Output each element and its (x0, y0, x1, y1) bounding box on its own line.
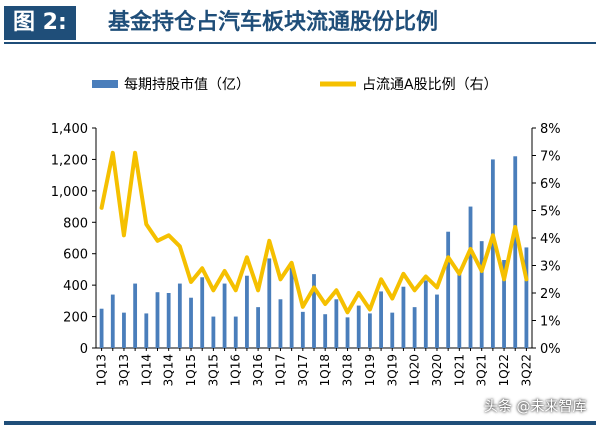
bar (345, 317, 350, 348)
bar (166, 293, 171, 348)
legend-line-label: 占流通A股比例（右） (362, 77, 498, 93)
y-left-tick-label: 1,000 (51, 185, 88, 200)
x-tick-label: 1Q13 (95, 354, 109, 386)
y-left-tick-label: 800 (63, 216, 88, 231)
y-right-tick-label: 7% (540, 150, 561, 165)
y-left-tick-label: 600 (63, 248, 88, 263)
x-tick-label: 1Q16 (229, 354, 243, 386)
x-tick-label: 1Q19 (363, 354, 377, 386)
x-tick-label: 3Q14 (162, 354, 176, 386)
bar (323, 314, 328, 348)
bar (222, 283, 227, 348)
y-left-tick-label: 1,200 (51, 153, 88, 168)
bar (110, 294, 115, 348)
bar (468, 206, 473, 348)
y-right-tick-label: 2% (540, 287, 561, 302)
bar (423, 280, 428, 348)
bar (312, 274, 316, 348)
x-tick-label: 3Q21 (475, 354, 489, 386)
bar (334, 299, 339, 348)
bar (233, 316, 238, 348)
x-tick-label: 1Q17 (273, 354, 287, 386)
bar (390, 312, 395, 348)
y-left-tick-label: 0 (80, 342, 88, 357)
bar (524, 247, 529, 348)
bar (177, 283, 182, 348)
bar (278, 299, 283, 348)
y-right-tick-label: 8% (540, 122, 561, 137)
x-tick-label: 3Q19 (385, 354, 399, 386)
legend-bar-label: 每期持股市值（亿） (124, 76, 250, 93)
bar (189, 297, 193, 348)
bar (211, 316, 216, 348)
x-tick-label: 3Q22 (519, 354, 533, 386)
bar (435, 294, 439, 348)
y-left-tick-label: 1,400 (51, 122, 88, 137)
y-right-tick-label: 5% (540, 205, 561, 220)
y-right-tick-label: 0% (540, 342, 561, 357)
bottom-divider (4, 421, 596, 425)
bar (122, 312, 126, 348)
x-tick-label: 1Q15 (184, 354, 198, 386)
y-right-tick-label: 6% (540, 177, 561, 192)
bar (133, 283, 138, 348)
bar (300, 311, 305, 348)
y-right-tick-label: 1% (540, 315, 561, 330)
bar (289, 267, 294, 348)
x-tick-label: 3Q16 (251, 354, 265, 386)
bar (99, 308, 104, 348)
bar (200, 277, 205, 348)
bar (479, 241, 484, 348)
x-tick-label: 3Q13 (117, 354, 131, 386)
y-right-tick-label: 3% (540, 260, 561, 275)
bar (245, 275, 249, 348)
bar (144, 313, 149, 348)
bar (502, 260, 506, 348)
watermark: 头条 @未来智库 (484, 399, 587, 415)
legend-bar-swatch (92, 80, 118, 88)
bar (267, 258, 272, 348)
x-tick-label: 3Q20 (430, 354, 444, 386)
y-right-tick-label: 4% (540, 232, 561, 247)
bar (356, 305, 361, 348)
bar (379, 291, 383, 348)
x-tick-label: 3Q17 (296, 354, 310, 386)
x-tick-label: 1Q22 (497, 354, 511, 386)
bar (513, 156, 518, 348)
figure-header: 图 2: 基金持仓占汽车板块流通股份比例 (0, 0, 600, 44)
bar (490, 159, 495, 348)
figure-label: 图 2: (4, 6, 76, 40)
bar (367, 313, 372, 348)
y-left-tick-label: 400 (63, 279, 88, 294)
bar (256, 307, 261, 348)
x-tick-label: 1Q21 (452, 354, 466, 386)
bar (446, 231, 451, 348)
bar (457, 274, 462, 348)
bar (412, 307, 417, 348)
figure-title: 基金持仓占汽车板块流通股份比例 (108, 10, 439, 35)
bar (401, 286, 406, 348)
x-tick-label: 1Q20 (408, 354, 422, 386)
x-tick-label: 1Q14 (139, 354, 153, 386)
x-tick-label: 1Q18 (318, 354, 332, 386)
ratio-line (99, 150, 529, 315)
y-left-tick-label: 200 (63, 311, 88, 326)
x-tick-label: 3Q18 (341, 354, 355, 386)
x-tick-label: 3Q15 (206, 354, 220, 386)
bar (155, 292, 160, 348)
title-divider (4, 42, 596, 44)
